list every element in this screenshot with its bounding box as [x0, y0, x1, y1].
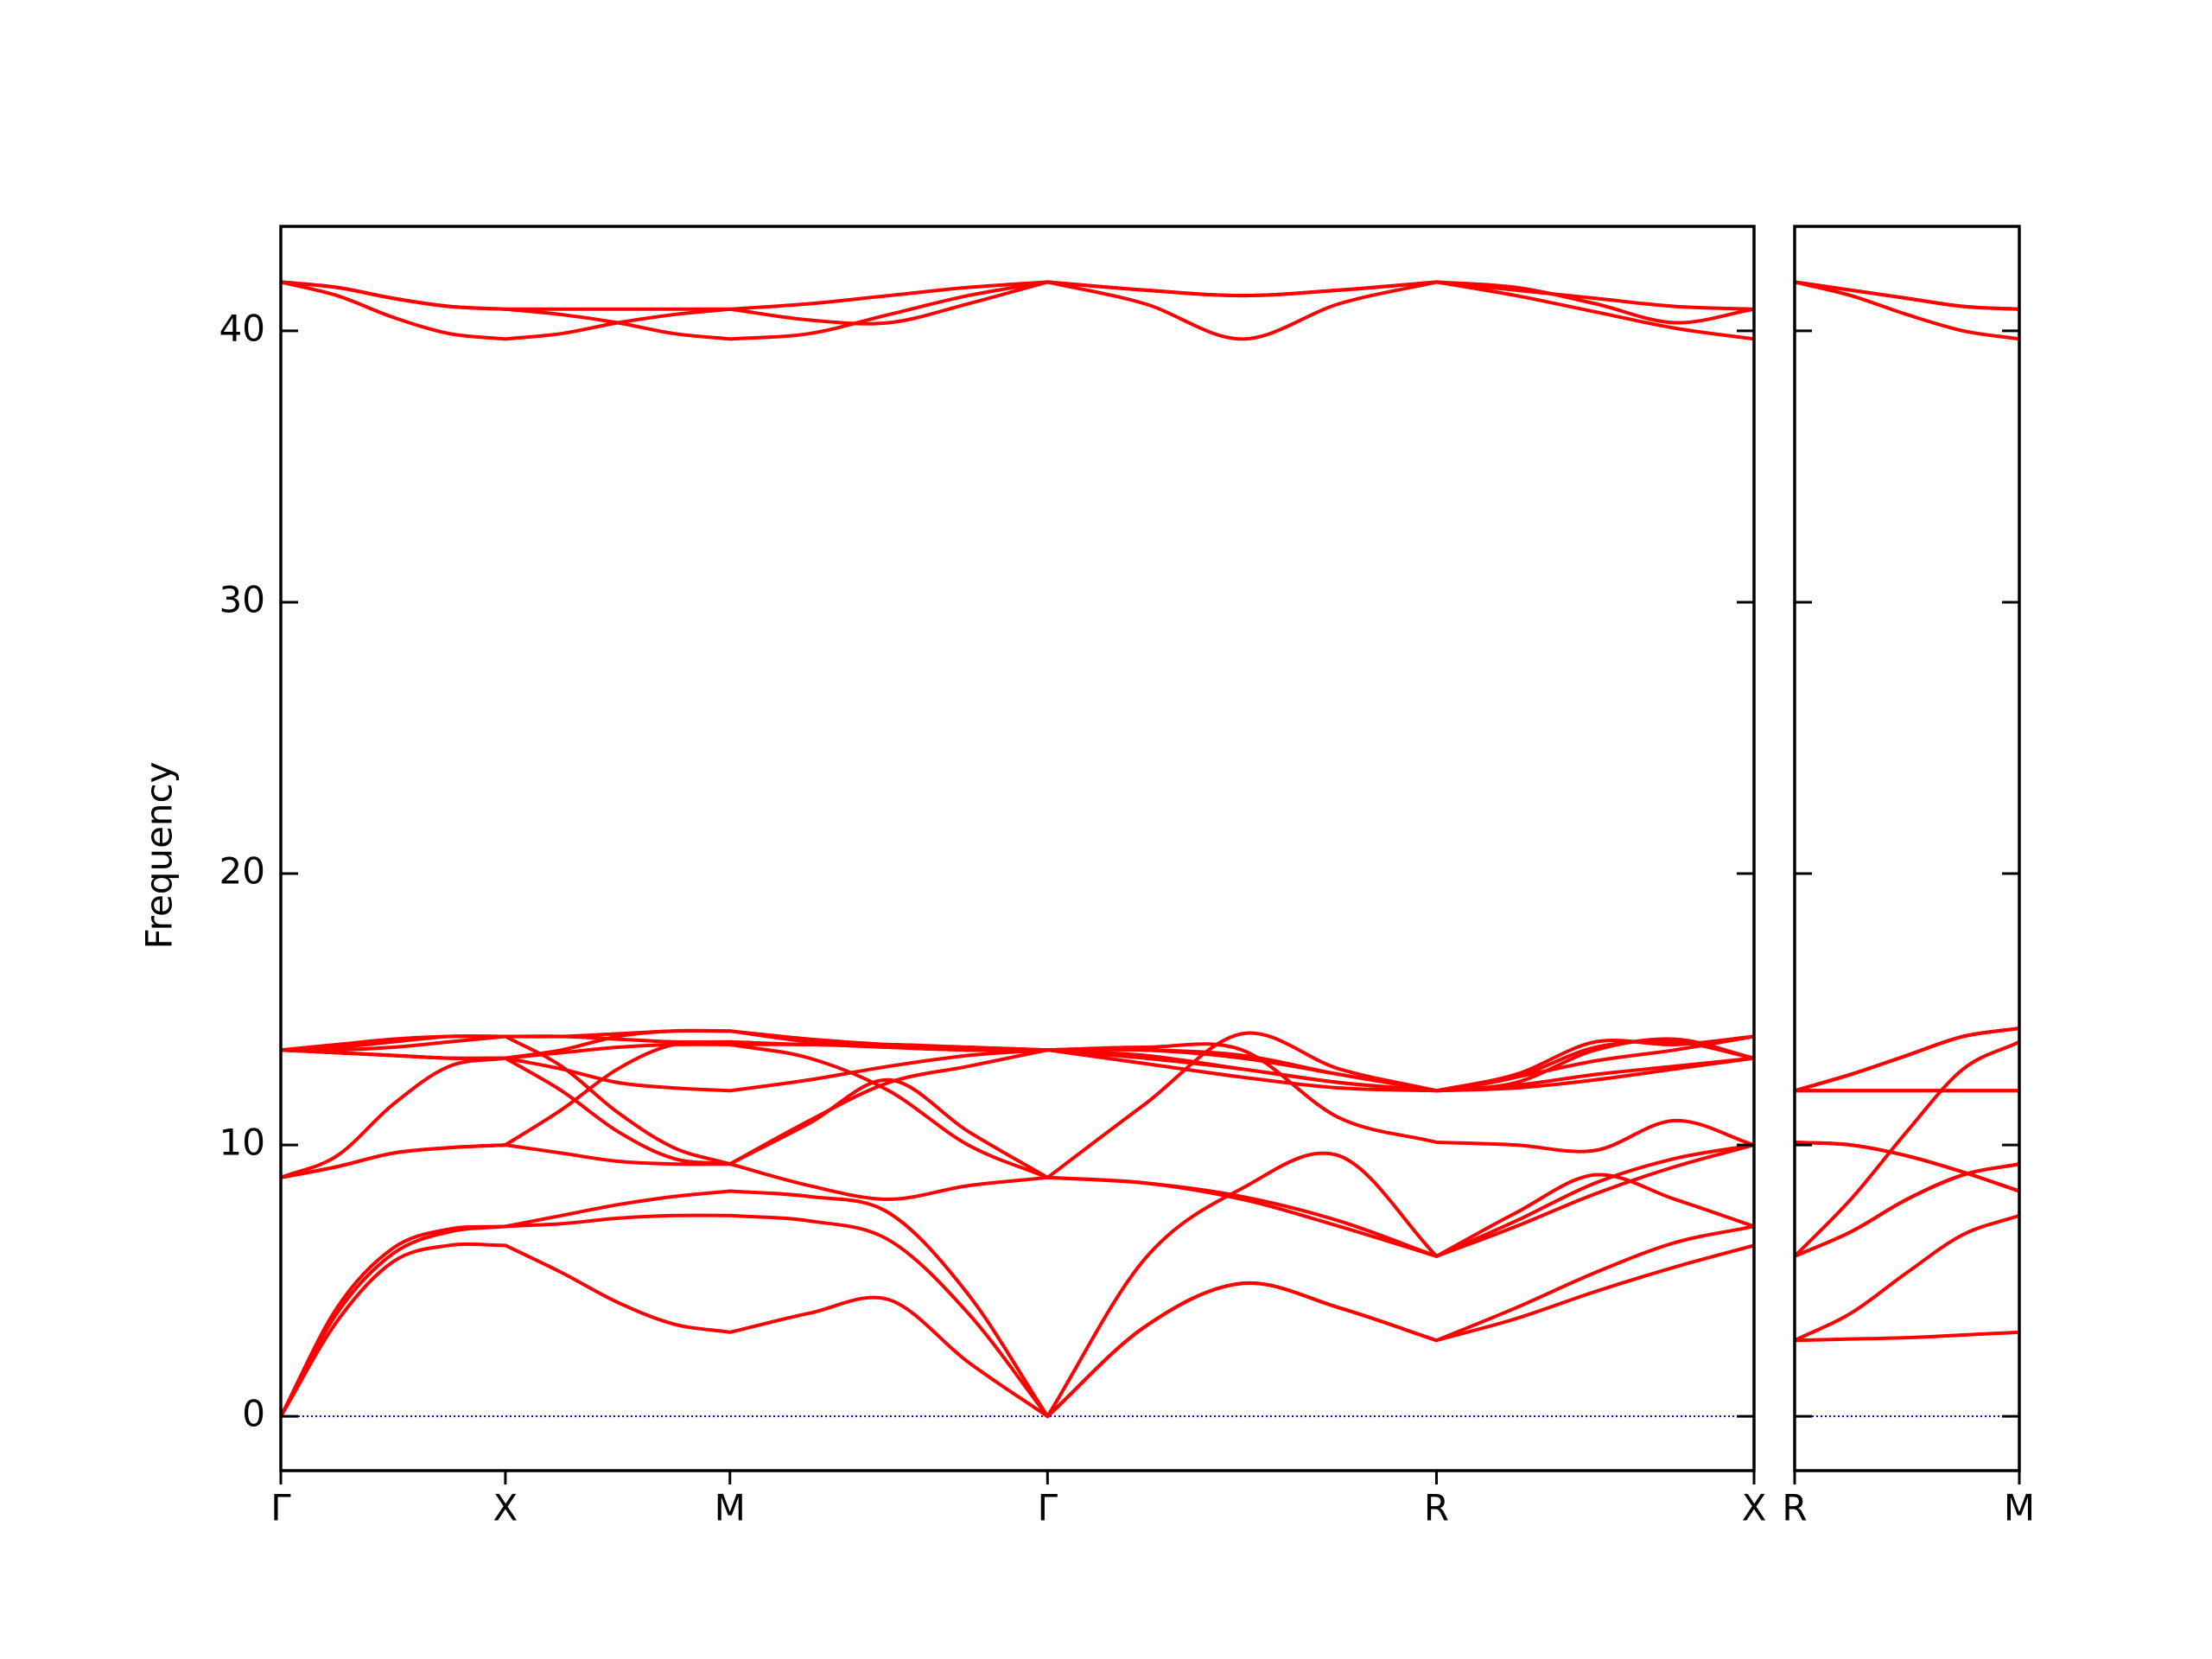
y-tick-label: 0 [242, 1393, 265, 1435]
band-line [1794, 280, 2020, 311]
band-line [280, 280, 1755, 341]
band-line [1794, 1213, 2020, 1343]
x-tick-label: R [1424, 1487, 1449, 1529]
band-line [1794, 1027, 2020, 1093]
band-line [1794, 1330, 2020, 1343]
x-tick-label: M [2004, 1487, 2035, 1529]
x-tick-label: M [715, 1487, 746, 1529]
plot-frame [1793, 225, 2021, 1472]
x-tick-label: R [1782, 1487, 1807, 1529]
x-tick-label: X [493, 1487, 518, 1529]
y-tick-label: 20 [219, 850, 265, 893]
x-tick-label: Γ [1038, 1487, 1058, 1529]
y-tick-label: 40 [219, 307, 265, 349]
plot-frame [279, 225, 1756, 1472]
y-tick-label: 10 [219, 1122, 265, 1164]
x-tick-label: Γ [270, 1487, 291, 1529]
band-line [1794, 280, 2020, 341]
band-line [280, 1034, 1755, 1166]
band-line [1793, 1039, 2020, 1258]
band-line [279, 1189, 1755, 1419]
band-line [280, 280, 1755, 341]
x-tick-label: X [1742, 1487, 1767, 1529]
band-line [279, 1242, 1755, 1419]
band-line [1794, 1162, 2020, 1258]
band-line [1794, 1140, 2020, 1193]
y-axis-label: Frequency [138, 762, 181, 950]
y-tick-label: 30 [219, 578, 265, 620]
band-line [280, 1040, 1755, 1258]
band-line [280, 1028, 1755, 1154]
band-line [280, 1042, 1755, 1093]
